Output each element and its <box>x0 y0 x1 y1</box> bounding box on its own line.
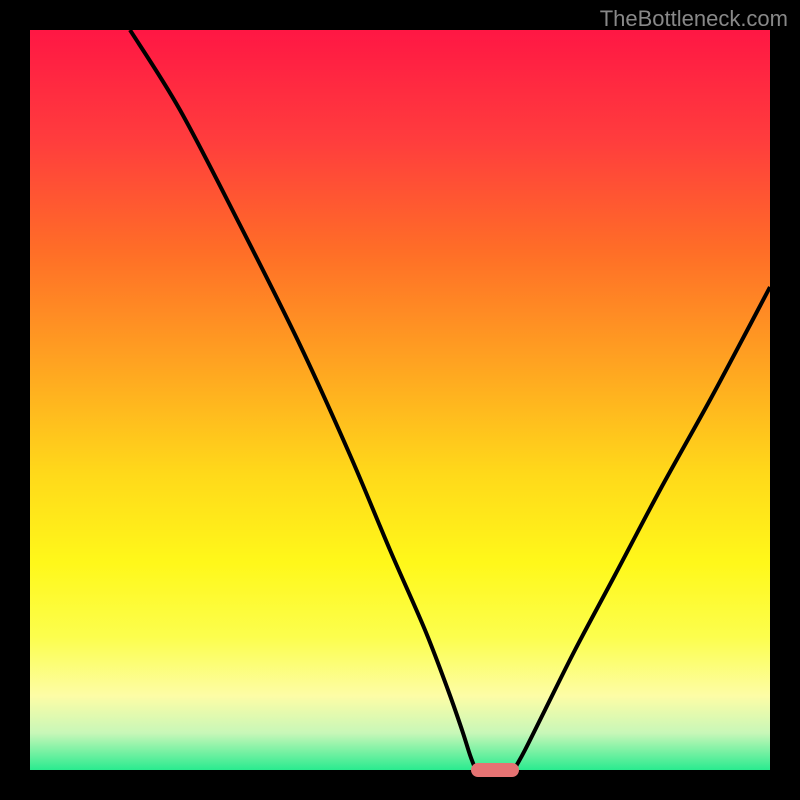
optimal-marker <box>471 763 519 777</box>
chart-container: TheBottleneck.com <box>0 0 800 800</box>
watermark-text: TheBottleneck.com <box>600 6 788 32</box>
left-curve-line <box>130 30 475 768</box>
right-curve-line <box>515 287 770 768</box>
bottleneck-curve <box>30 30 770 770</box>
chart-plot-area <box>30 30 770 770</box>
